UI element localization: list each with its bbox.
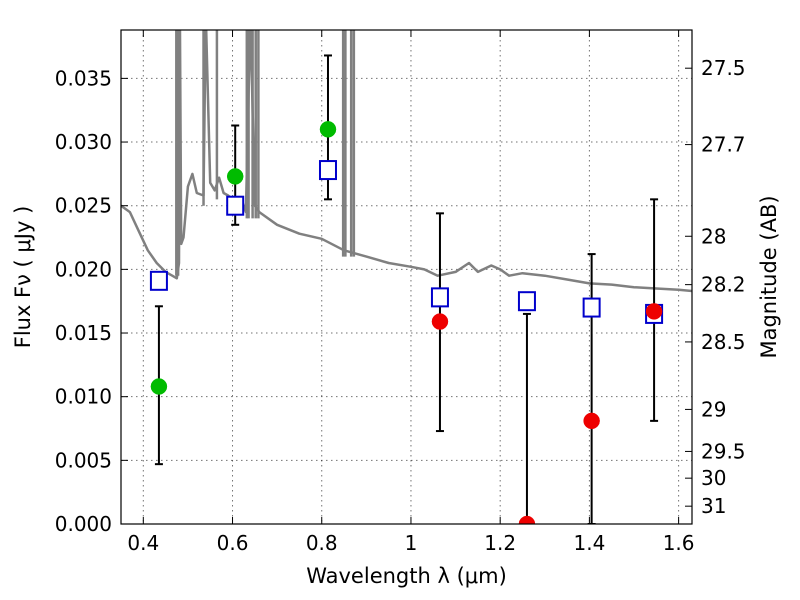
y-tick-label: 0.035 [55, 66, 112, 90]
y-tick-label: 0.015 [55, 321, 112, 345]
model-spectrum-line [121, 30, 692, 293]
observed-flux-circle-marker [518, 515, 536, 524]
x-axis-label: Wavelength λ (μm) [306, 564, 507, 588]
right-tick-label: 29.5 [701, 439, 746, 463]
y-tick-label: 0.010 [55, 385, 112, 409]
x-tick-label: 0.8 [306, 531, 338, 555]
y-tick-label: 0.020 [55, 257, 112, 281]
right-tick-label: 28.5 [701, 330, 746, 354]
axes-frame [120, 29, 693, 525]
right-tick-label: 31 [701, 494, 726, 518]
right-tick-label: 28.2 [701, 273, 746, 297]
observed-flux-circle-marker [645, 303, 663, 320]
right-y-axis-label: Magnitude (AB) [757, 195, 781, 358]
y-tick-label: 0.025 [55, 194, 112, 218]
model-flux-square-marker [517, 291, 536, 312]
model-flux-square-marker [430, 287, 449, 308]
x-tick-label: 1.4 [573, 531, 605, 555]
x-tick-label: 1.6 [663, 531, 695, 555]
observed-flux-circle-marker [583, 412, 600, 430]
model-flux-square-marker [149, 270, 168, 291]
model-flux-square-marker [226, 195, 245, 216]
observed-flux-circle-marker [150, 378, 168, 395]
model-flux-square-marker [582, 297, 601, 318]
observed-flux-circle-marker [319, 121, 337, 138]
model-flux-square-marker [318, 160, 337, 181]
right-tick-label: 29 [701, 397, 726, 421]
x-tick-label: 1.2 [484, 531, 516, 555]
x-tick-label: 0.6 [217, 531, 249, 555]
y-tick-label: 0.005 [55, 448, 112, 472]
observed-flux-circle-marker [226, 168, 244, 185]
x-tick-label: 1 [405, 531, 418, 555]
y-axis-label: Flux Fν ( μJy ) [11, 206, 35, 349]
y-tick-label: 0.030 [55, 130, 112, 154]
right-tick-label: 28 [701, 224, 726, 248]
observed-flux-circle-marker [431, 313, 449, 330]
axis-ticks: 0.4 0.6 0.8 1 1.2 1.4 1.6 0.000 0.005 0.010 0.015 0… [55, 30, 746, 555]
right-tick-label: 27.5 [701, 56, 746, 80]
right-tick-label: 27.7 [701, 133, 746, 157]
y-tick-label: 0.000 [55, 512, 112, 536]
right-tick-label: 30 [701, 466, 726, 490]
grid-lines [121, 30, 692, 525]
plot-area [121, 30, 692, 524]
x-tick-label: 0.4 [127, 531, 159, 555]
